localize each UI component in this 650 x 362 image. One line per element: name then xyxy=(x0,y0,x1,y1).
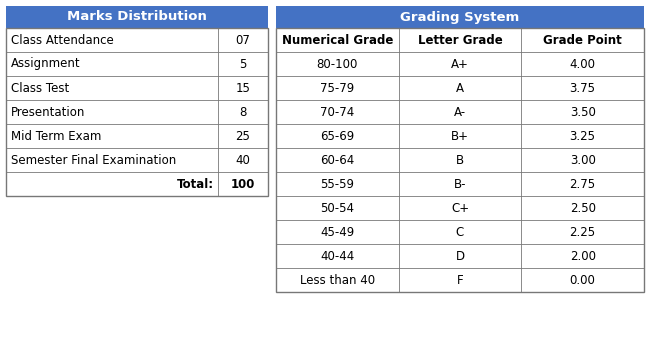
Text: 70-74: 70-74 xyxy=(320,105,354,118)
Text: 60-64: 60-64 xyxy=(320,153,354,167)
Bar xyxy=(6,6,268,28)
Text: 3.25: 3.25 xyxy=(569,130,595,143)
Text: Assignment: Assignment xyxy=(11,58,81,71)
Text: 40-44: 40-44 xyxy=(320,249,354,262)
Text: 8: 8 xyxy=(239,105,247,118)
Text: C: C xyxy=(456,226,464,239)
Text: 55-59: 55-59 xyxy=(320,177,354,190)
Text: Numerical Grade: Numerical Grade xyxy=(281,34,393,46)
Text: Less than 40: Less than 40 xyxy=(300,274,375,286)
Text: 100: 100 xyxy=(231,177,255,190)
Text: 15: 15 xyxy=(235,81,250,94)
Text: 2.75: 2.75 xyxy=(569,177,596,190)
Text: Marks Distribution: Marks Distribution xyxy=(67,10,207,24)
Text: 65-69: 65-69 xyxy=(320,130,354,143)
Text: B-: B- xyxy=(454,177,466,190)
Text: 4.00: 4.00 xyxy=(569,58,595,71)
Text: C+: C+ xyxy=(451,202,469,215)
Text: Grading System: Grading System xyxy=(400,10,519,24)
Text: 3.00: 3.00 xyxy=(570,153,595,167)
Text: Total:: Total: xyxy=(177,177,214,190)
Text: 5: 5 xyxy=(239,58,247,71)
Text: 2.25: 2.25 xyxy=(569,226,596,239)
Text: Letter Grade: Letter Grade xyxy=(417,34,502,46)
Text: 3.50: 3.50 xyxy=(570,105,595,118)
Text: 40: 40 xyxy=(235,153,250,167)
Text: Mid Term Exam: Mid Term Exam xyxy=(11,130,101,143)
Bar xyxy=(276,6,644,28)
Text: A+: A+ xyxy=(451,58,469,71)
Text: Presentation: Presentation xyxy=(11,105,85,118)
Text: 2.00: 2.00 xyxy=(569,249,595,262)
Text: Class Attendance: Class Attendance xyxy=(11,34,114,46)
Bar xyxy=(6,28,268,196)
Text: D: D xyxy=(456,249,465,262)
Text: A-: A- xyxy=(454,105,466,118)
Text: Semester Final Examination: Semester Final Examination xyxy=(11,153,176,167)
Text: 75-79: 75-79 xyxy=(320,81,354,94)
Text: 25: 25 xyxy=(235,130,250,143)
Text: 50-54: 50-54 xyxy=(320,202,354,215)
Text: B+: B+ xyxy=(451,130,469,143)
Text: Grade Point: Grade Point xyxy=(543,34,622,46)
Text: 3.75: 3.75 xyxy=(569,81,595,94)
Text: F: F xyxy=(457,274,463,286)
Text: 07: 07 xyxy=(235,34,250,46)
Text: 45-49: 45-49 xyxy=(320,226,354,239)
Text: 2.50: 2.50 xyxy=(569,202,595,215)
Text: 0.00: 0.00 xyxy=(570,274,595,286)
Bar xyxy=(276,28,644,292)
Text: B: B xyxy=(456,153,464,167)
Text: 80-100: 80-100 xyxy=(317,58,358,71)
Text: A: A xyxy=(456,81,464,94)
Text: Class Test: Class Test xyxy=(11,81,70,94)
